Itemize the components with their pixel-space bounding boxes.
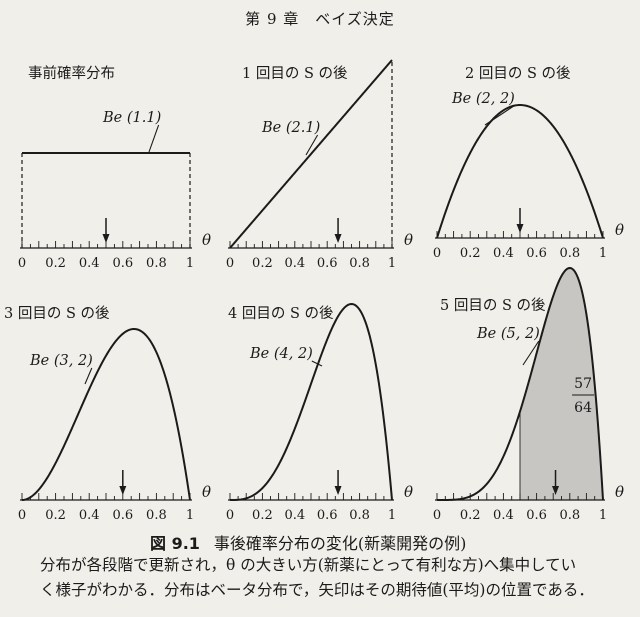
tick-label-3-2: 0.4	[493, 246, 514, 261]
panel-title-5: 4 回目の S の後	[228, 305, 334, 322]
tick-label-4-3: 0.6	[112, 508, 133, 523]
mean-arrowhead-4	[119, 486, 127, 495]
tick-label-5-5: 1	[388, 508, 396, 523]
distribution-label-6: Be (5, 2)	[476, 326, 540, 342]
tick-label-2-0: 0	[226, 256, 234, 271]
distribution-label-5: Be (4, 2)	[249, 346, 313, 362]
leader-line-5	[311, 360, 323, 367]
mean-arrowhead-6	[552, 486, 560, 495]
panel-title-6: 5 回目の S の後	[440, 297, 546, 314]
tick-label-5-1: 0.2	[252, 508, 273, 523]
panel-title-2: 1 回目の S の後	[242, 65, 348, 82]
tick-label-4-4: 0.8	[146, 508, 167, 523]
theta-label-1: θ	[202, 231, 211, 249]
distribution-label-1: Be (1.1)	[102, 110, 161, 126]
leader-line-3	[484, 105, 515, 126]
density-curve-5	[230, 302, 393, 501]
tick-label-5-3: 0.6	[317, 508, 338, 523]
mean-arrowhead-2	[334, 234, 342, 243]
tick-label-3-1: 0.2	[460, 246, 481, 261]
distribution-label-2: Be (2.1)	[261, 120, 320, 136]
tick-label-2-5: 1	[388, 256, 396, 271]
body-line-1: 分布が各段階で更新され，θ の大きい方(新薬にとって有利な方)へ集中してい	[40, 556, 577, 574]
tick-label-2-3: 0.6	[317, 256, 338, 271]
density-curve-6	[437, 266, 604, 501]
theta-label-2: θ	[404, 231, 413, 249]
tick-label-3-0: 0	[433, 246, 441, 261]
tick-label-6-0: 0	[433, 508, 441, 523]
figure-number: 図 9.1	[150, 534, 200, 553]
distribution-label-4: Be (3, 2)	[29, 353, 93, 369]
tick-label-3-4: 0.8	[559, 246, 580, 261]
leader-line-6	[522, 340, 540, 366]
theta-label-4: θ	[202, 483, 211, 501]
tick-label-5-0: 0	[226, 508, 234, 523]
tick-label-2-2: 0.4	[284, 256, 305, 271]
tick-label-1-3: 0.6	[112, 256, 133, 271]
shaded-area-6	[520, 268, 603, 500]
body-line-2: く様子がわかる．分布はベータ分布で，矢印はその期待値(平均)の位置である．	[40, 581, 594, 599]
leader-line-2	[305, 134, 319, 156]
density-curve-2	[229, 59, 393, 249]
distribution-label-3: Be (2, 2)	[451, 91, 515, 107]
tick-label-6-4: 0.8	[559, 508, 580, 523]
tick-label-1-0: 0	[18, 256, 26, 271]
prob-numerator: 57	[574, 376, 592, 392]
tick-label-5-4: 0.8	[349, 508, 370, 523]
page-header: 第 9 章 ベイズ決定	[245, 10, 395, 28]
tick-label-6-2: 0.4	[493, 508, 514, 523]
tick-label-1-5: 1	[186, 256, 194, 271]
density-curve-3	[436, 103, 604, 239]
tick-label-3-3: 0.6	[526, 246, 547, 261]
tick-label-6-1: 0.2	[460, 508, 481, 523]
mean-arrowhead-5	[334, 486, 342, 495]
figure-caption-text: 事後確率分布の変化(新薬開発の例)	[213, 534, 467, 553]
theta-label-5: θ	[404, 483, 413, 501]
figure-caption: 図 9.1 事後確率分布の変化(新薬開発の例)	[150, 530, 466, 554]
mean-arrowhead-1	[102, 234, 110, 243]
tick-label-4-5: 1	[186, 508, 194, 523]
density-curve-4	[21, 327, 191, 501]
leader-line-1	[148, 124, 160, 153]
tick-label-4-1: 0.2	[45, 508, 66, 523]
tick-label-5-2: 0.4	[284, 508, 305, 523]
tick-label-4-2: 0.4	[79, 508, 100, 523]
panel-title-3: 2 回目の S の後	[465, 65, 571, 82]
panel-title-4: 3 回目の S の後	[4, 305, 110, 322]
theta-label-3: θ	[615, 221, 624, 239]
tick-label-2-4: 0.8	[349, 256, 370, 271]
tick-label-1-2: 0.4	[79, 256, 100, 271]
mean-arrowhead-3	[516, 224, 524, 233]
tick-label-1-4: 0.8	[146, 256, 167, 271]
tick-label-3-5: 1	[599, 246, 607, 261]
prob-denominator: 64	[574, 400, 592, 416]
tick-label-2-1: 0.2	[252, 256, 273, 271]
tick-label-6-5: 1	[599, 508, 607, 523]
body-text: 分布が各段階で更新され，θ の大きい方(新薬にとって有利な方)へ集中してい く様…	[40, 553, 630, 603]
tick-label-6-3: 0.6	[526, 508, 547, 523]
leader-line-4	[84, 367, 93, 385]
tick-label-1-1: 0.2	[45, 256, 66, 271]
panel-title-1: 事前確率分布	[28, 65, 115, 82]
tick-label-4-0: 0	[18, 508, 26, 523]
theta-label-6: θ	[615, 483, 624, 501]
